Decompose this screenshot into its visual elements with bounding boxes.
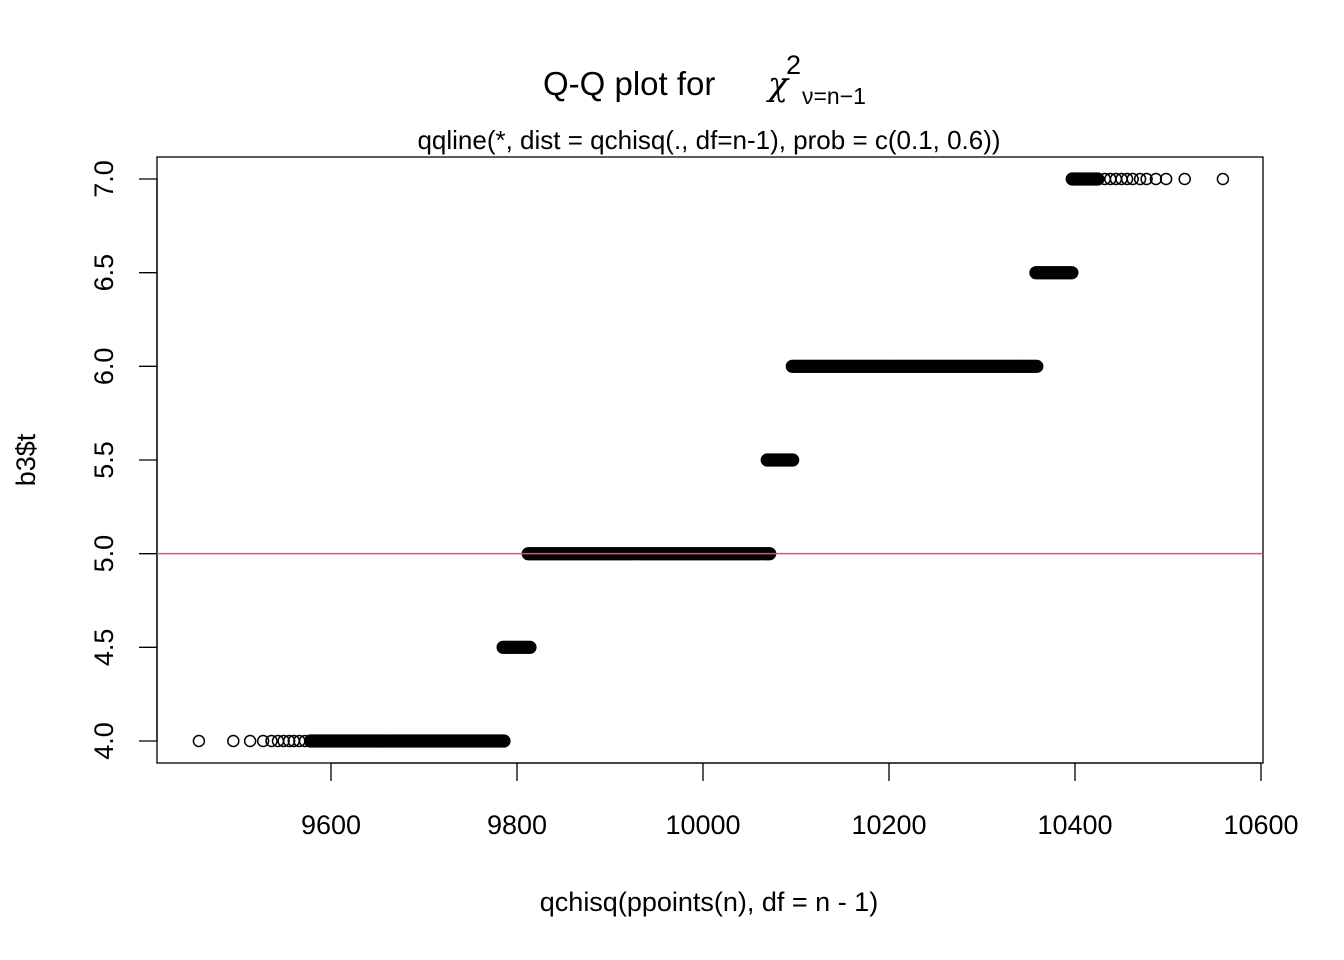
data-point: [277, 734, 290, 748]
x-tick-label: 9800: [487, 810, 547, 840]
x-axis-label: qchisq(ppoints(n), df = n - 1): [540, 887, 878, 917]
data-point: [1030, 359, 1044, 373]
chart-subtitle: qqline(*, dist = qchisq(., df=n-1), prob…: [417, 125, 1000, 155]
x-tick-label: 10200: [851, 810, 926, 840]
data-points: [192, 172, 1230, 748]
data-point: [298, 734, 312, 748]
y-tick-label: 5.0: [89, 535, 119, 573]
data-point: [1126, 172, 1139, 186]
data-point: [243, 734, 257, 748]
data-point: [523, 640, 537, 654]
x-tick-label: 10000: [665, 810, 740, 840]
data-point: [1065, 266, 1079, 280]
chart-title-chi-symbol: χ: [766, 64, 790, 103]
chart-title-superscript: 2: [786, 50, 801, 80]
chart-title-subscript: ν=n−1: [802, 83, 866, 109]
data-point: [192, 734, 206, 748]
data-point: [1140, 172, 1153, 186]
y-tick-label: 7.0: [89, 160, 119, 198]
y-tick-label: 4.5: [89, 629, 119, 667]
x-tick-label: 10600: [1223, 810, 1298, 840]
data-point: [304, 734, 317, 748]
data-point: [1159, 172, 1173, 186]
y-axis-label: b3$t: [11, 433, 41, 486]
data-point: [1120, 172, 1134, 186]
y-tick-label: 4.0: [89, 722, 119, 760]
data-point: [227, 734, 240, 748]
data-point: [497, 734, 511, 748]
data-point: [1178, 172, 1191, 186]
y-tick-label: 5.5: [89, 441, 119, 479]
x-tick-label: 9600: [301, 810, 361, 840]
y-tick-label: 6.5: [89, 254, 119, 292]
plot-frame: [156, 156, 1264, 764]
data-point: [1216, 172, 1230, 186]
y-tick-label: 6.0: [89, 348, 119, 386]
data-point: [1092, 172, 1105, 186]
data-point: [256, 734, 270, 748]
chart-title: Q-Q plot for χ 2 ν=n−1: [543, 44, 866, 109]
data-point: [1149, 172, 1163, 186]
chart-title-prefix: Q-Q plot for: [543, 65, 715, 102]
data-point: [786, 453, 800, 467]
data-point: [265, 734, 278, 748]
data-point: [1133, 172, 1147, 186]
x-tick-label: 10400: [1037, 810, 1112, 840]
y-axis: 4.0 4.5 5.0 5.5 6.0 6.5 7.0: [89, 160, 158, 760]
x-axis: 9600 9800 10000 10200 10400 10600: [301, 762, 1299, 840]
